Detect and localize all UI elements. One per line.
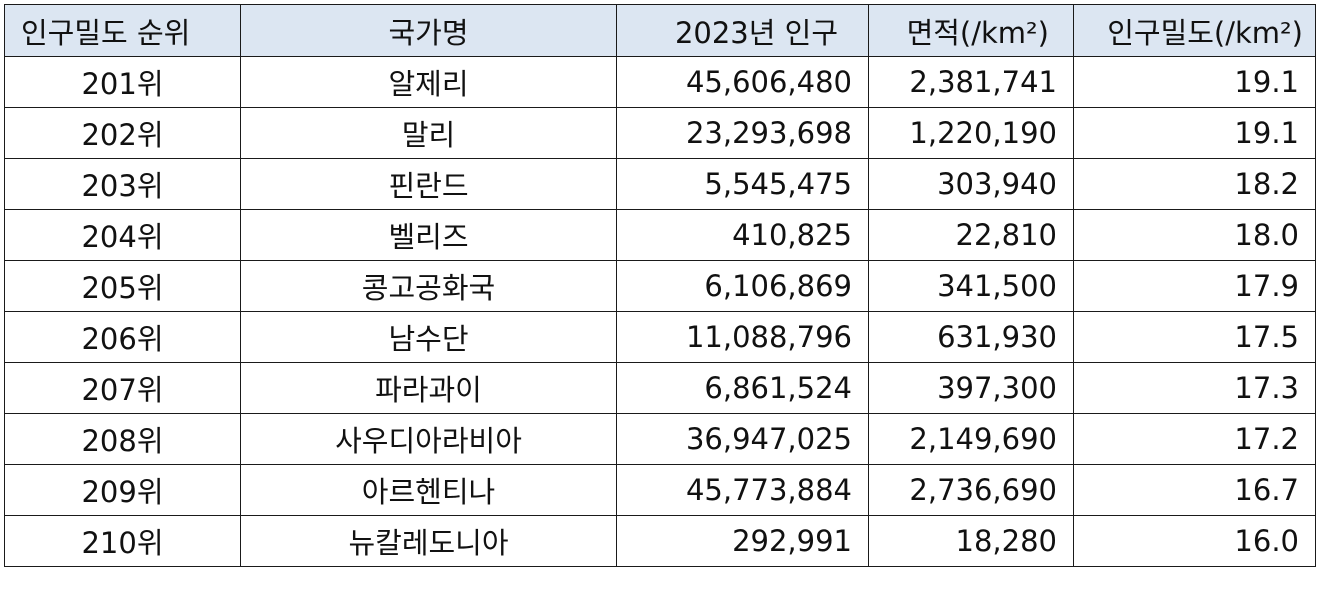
cell-population: 292,991 bbox=[616, 515, 869, 567]
table-row: 201위 알제리 45,606,480 2,381,741 19.1 bbox=[4, 56, 1316, 108]
cell-area: 1,220,190 bbox=[868, 107, 1074, 159]
header-country: 국가명 bbox=[240, 4, 617, 57]
table-row: 208위 사우디아라비아 36,947,025 2,149,690 17.2 bbox=[4, 413, 1316, 465]
cell-country: 콩고공화국 bbox=[240, 260, 617, 312]
cell-area: 397,300 bbox=[868, 362, 1074, 414]
cell-population: 410,825 bbox=[616, 209, 869, 261]
table-row: 204위 벨리즈 410,825 22,810 18.0 bbox=[4, 209, 1316, 261]
cell-area: 341,500 bbox=[868, 260, 1074, 312]
cell-density: 17.5 bbox=[1073, 311, 1316, 363]
cell-area: 2,736,690 bbox=[868, 464, 1074, 516]
table-row: 207위 파라과이 6,861,524 397,300 17.3 bbox=[4, 362, 1316, 414]
cell-population: 6,106,869 bbox=[616, 260, 869, 312]
cell-density: 16.7 bbox=[1073, 464, 1316, 516]
cell-area: 18,280 bbox=[868, 515, 1074, 567]
table-row: 202위 말리 23,293,698 1,220,190 19.1 bbox=[4, 107, 1316, 159]
table-body: 201위 알제리 45,606,480 2,381,741 19.1 202위 … bbox=[4, 56, 1316, 567]
cell-density: 18.2 bbox=[1073, 158, 1316, 210]
cell-density: 17.3 bbox=[1073, 362, 1316, 414]
cell-area: 2,381,741 bbox=[868, 56, 1074, 108]
cell-rank: 209위 bbox=[4, 464, 241, 516]
header-population: 2023년 인구 bbox=[616, 4, 869, 57]
cell-rank: 206위 bbox=[4, 311, 241, 363]
cell-rank: 204위 bbox=[4, 209, 241, 261]
header-row: 인구밀도 순위 국가명 2023년 인구 면적(/km²) 인구밀도(/km²) bbox=[4, 4, 1316, 57]
cell-density: 16.0 bbox=[1073, 515, 1316, 567]
table-row: 206위 남수단 11,088,796 631,930 17.5 bbox=[4, 311, 1316, 363]
table-row: 210위 뉴칼레도니아 292,991 18,280 16.0 bbox=[4, 515, 1316, 567]
table-row: 209위 아르헨티나 45,773,884 2,736,690 16.7 bbox=[4, 464, 1316, 516]
cell-country: 뉴칼레도니아 bbox=[240, 515, 617, 567]
cell-density: 19.1 bbox=[1073, 107, 1316, 159]
cell-density: 19.1 bbox=[1073, 56, 1316, 108]
header-area: 면적(/km²) bbox=[868, 4, 1074, 57]
cell-country: 남수단 bbox=[240, 311, 617, 363]
cell-rank: 208위 bbox=[4, 413, 241, 465]
cell-population: 6,861,524 bbox=[616, 362, 869, 414]
cell-density: 17.2 bbox=[1073, 413, 1316, 465]
cell-rank: 205위 bbox=[4, 260, 241, 312]
cell-population: 11,088,796 bbox=[616, 311, 869, 363]
cell-population: 23,293,698 bbox=[616, 107, 869, 159]
cell-population: 45,773,884 bbox=[616, 464, 869, 516]
cell-density: 17.9 bbox=[1073, 260, 1316, 312]
cell-area: 303,940 bbox=[868, 158, 1074, 210]
cell-density: 18.0 bbox=[1073, 209, 1316, 261]
cell-area: 2,149,690 bbox=[868, 413, 1074, 465]
cell-population: 5,545,475 bbox=[616, 158, 869, 210]
cell-rank: 201위 bbox=[4, 56, 241, 108]
cell-population: 45,606,480 bbox=[616, 56, 869, 108]
population-density-table: 인구밀도 순위 국가명 2023년 인구 면적(/km²) 인구밀도(/km²)… bbox=[4, 4, 1316, 567]
cell-country: 파라과이 bbox=[240, 362, 617, 414]
cell-rank: 207위 bbox=[4, 362, 241, 414]
table-header: 인구밀도 순위 국가명 2023년 인구 면적(/km²) 인구밀도(/km²) bbox=[4, 4, 1316, 57]
table-row: 205위 콩고공화국 6,106,869 341,500 17.9 bbox=[4, 260, 1316, 312]
cell-country: 사우디아라비아 bbox=[240, 413, 617, 465]
table-row: 203위 핀란드 5,545,475 303,940 18.2 bbox=[4, 158, 1316, 210]
cell-country: 알제리 bbox=[240, 56, 617, 108]
cell-country: 아르헨티나 bbox=[240, 464, 617, 516]
cell-country: 핀란드 bbox=[240, 158, 617, 210]
header-density: 인구밀도(/km²) bbox=[1073, 4, 1316, 57]
cell-country: 벨리즈 bbox=[240, 209, 617, 261]
cell-area: 631,930 bbox=[868, 311, 1074, 363]
header-rank: 인구밀도 순위 bbox=[4, 4, 241, 57]
cell-population: 36,947,025 bbox=[616, 413, 869, 465]
cell-rank: 202위 bbox=[4, 107, 241, 159]
cell-rank: 203위 bbox=[4, 158, 241, 210]
cell-area: 22,810 bbox=[868, 209, 1074, 261]
cell-rank: 210위 bbox=[4, 515, 241, 567]
cell-country: 말리 bbox=[240, 107, 617, 159]
